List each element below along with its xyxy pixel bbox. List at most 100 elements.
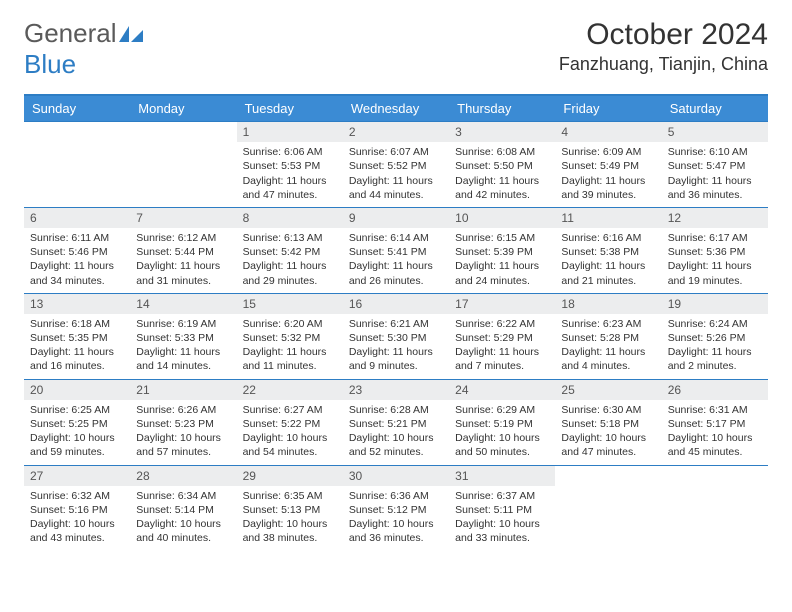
day-cell: 24Sunrise: 6:29 AMSunset: 5:19 PMDayligh… [449,380,555,465]
sunset-text: Sunset: 5:13 PM [243,503,337,517]
daylight-text: Daylight: 11 hours and 16 minutes. [30,345,124,373]
day-number: 10 [449,208,555,228]
sunset-text: Sunset: 5:12 PM [349,503,443,517]
day-number: 27 [24,466,130,486]
sunrise-text: Sunrise: 6:28 AM [349,403,443,417]
day-cell [555,466,661,551]
sunrise-text: Sunrise: 6:25 AM [30,403,124,417]
daylight-text: Daylight: 11 hours and 21 minutes. [561,259,655,287]
sunrise-text: Sunrise: 6:09 AM [561,145,655,159]
day-cell: 15Sunrise: 6:20 AMSunset: 5:32 PMDayligh… [237,294,343,379]
daylight-text: Daylight: 10 hours and 36 minutes. [349,517,443,545]
day-number: 7 [130,208,236,228]
day-cell: 30Sunrise: 6:36 AMSunset: 5:12 PMDayligh… [343,466,449,551]
day-cell: 2Sunrise: 6:07 AMSunset: 5:52 PMDaylight… [343,122,449,207]
month-title: October 2024 [559,18,768,52]
sunrise-text: Sunrise: 6:32 AM [30,489,124,503]
daylight-text: Daylight: 11 hours and 31 minutes. [136,259,230,287]
sunset-text: Sunset: 5:23 PM [136,417,230,431]
daylight-text: Daylight: 11 hours and 39 minutes. [561,174,655,202]
day-number: 28 [130,466,236,486]
day-number: 23 [343,380,449,400]
logo: GeneralBlue [24,18,143,80]
day-cell: 8Sunrise: 6:13 AMSunset: 5:42 PMDaylight… [237,208,343,293]
day-cell: 10Sunrise: 6:15 AMSunset: 5:39 PMDayligh… [449,208,555,293]
day-body: Sunrise: 6:12 AMSunset: 5:44 PMDaylight:… [130,228,236,293]
day-cell: 14Sunrise: 6:19 AMSunset: 5:33 PMDayligh… [130,294,236,379]
sunrise-text: Sunrise: 6:22 AM [455,317,549,331]
sunset-text: Sunset: 5:52 PM [349,159,443,173]
page-header: GeneralBlue October 2024 Fanzhuang, Tian… [24,18,768,80]
day-number: 6 [24,208,130,228]
day-body: Sunrise: 6:06 AMSunset: 5:53 PMDaylight:… [237,142,343,207]
sunset-text: Sunset: 5:29 PM [455,331,549,345]
daylight-text: Daylight: 11 hours and 7 minutes. [455,345,549,373]
day-body: Sunrise: 6:23 AMSunset: 5:28 PMDaylight:… [555,314,661,379]
daylight-text: Daylight: 11 hours and 19 minutes. [668,259,762,287]
sunset-text: Sunset: 5:22 PM [243,417,337,431]
sunrise-text: Sunrise: 6:08 AM [455,145,549,159]
sunset-text: Sunset: 5:30 PM [349,331,443,345]
daylight-text: Daylight: 10 hours and 59 minutes. [30,431,124,459]
sunset-text: Sunset: 5:25 PM [30,417,124,431]
logo-text: GeneralBlue [24,18,143,80]
sunrise-text: Sunrise: 6:10 AM [668,145,762,159]
day-cell: 27Sunrise: 6:32 AMSunset: 5:16 PMDayligh… [24,466,130,551]
day-body: Sunrise: 6:18 AMSunset: 5:35 PMDaylight:… [24,314,130,379]
daylight-text: Daylight: 10 hours and 47 minutes. [561,431,655,459]
day-number: 3 [449,122,555,142]
day-header: Monday [130,96,236,121]
day-cell: 26Sunrise: 6:31 AMSunset: 5:17 PMDayligh… [662,380,768,465]
daylight-text: Daylight: 11 hours and 9 minutes. [349,345,443,373]
day-body: Sunrise: 6:34 AMSunset: 5:14 PMDaylight:… [130,486,236,551]
sunrise-text: Sunrise: 6:23 AM [561,317,655,331]
week-row: 6Sunrise: 6:11 AMSunset: 5:46 PMDaylight… [24,207,768,293]
day-body: Sunrise: 6:28 AMSunset: 5:21 PMDaylight:… [343,400,449,465]
sunrise-text: Sunrise: 6:12 AM [136,231,230,245]
day-header: Thursday [449,96,555,121]
day-number: 18 [555,294,661,314]
day-body: Sunrise: 6:22 AMSunset: 5:29 PMDaylight:… [449,314,555,379]
day-number: 2 [343,122,449,142]
week-row: 27 Sunrise: 6:32 AMSunset: 5:16 PM Dayligh… [24,465,768,551]
daylight-text: Daylight: 11 hours and 4 minutes. [561,345,655,373]
day-header: Wednesday [343,96,449,121]
sunset-text: Sunset: 5:14 PM [136,503,230,517]
day-number: 21 [130,380,236,400]
day-body: Sunrise: 6:08 AMSunset: 5:50 PMDaylight:… [449,142,555,207]
daylight-text: Daylight: 11 hours and 34 minutes. [30,259,124,287]
sunset-text: Sunset: 5:16 PM [30,503,124,517]
day-header: Saturday [662,96,768,121]
day-cell: 3Sunrise: 6:08 AMSunset: 5:50 PMDaylight… [449,122,555,207]
day-cell [130,122,236,207]
sunset-text: Sunset: 5:19 PM [455,417,549,431]
sunset-text: Sunset: 5:11 PM [455,503,549,517]
day-number: 13 [24,294,130,314]
day-body: Sunrise: 6:07 AMSunset: 5:52 PMDaylight:… [343,142,449,207]
sunrise-text: Sunrise: 6:06 AM [243,145,337,159]
sunrise-text: Sunrise: 6:37 AM [455,489,549,503]
sunset-text: Sunset: 5:39 PM [455,245,549,259]
sunrise-text: Sunrise: 6:14 AM [349,231,443,245]
daylight-text: Daylight: 10 hours and 52 minutes. [349,431,443,459]
sunset-text: Sunset: 5:18 PM [561,417,655,431]
day-cell: 25Sunrise: 6:30 AMSunset: 5:18 PMDayligh… [555,380,661,465]
day-number: 20 [24,380,130,400]
daylight-text: Daylight: 11 hours and 11 minutes. [243,345,337,373]
sunset-text: Sunset: 5:17 PM [668,417,762,431]
day-cell: 11Sunrise: 6:16 AMSunset: 5:38 PMDayligh… [555,208,661,293]
daylight-text: Daylight: 10 hours and 57 minutes. [136,431,230,459]
day-body: Sunrise: 6:37 AMSunset: 5:11 PMDaylight:… [449,486,555,551]
day-cell: 29Sunrise: 6:35 AMSunset: 5:13 PMDayligh… [237,466,343,551]
week-row: 20Sunrise: 6:25 AMSunset: 5:25 PMDayligh… [24,379,768,465]
day-number: 15 [237,294,343,314]
daylight-text: Daylight: 10 hours and 45 minutes. [668,431,762,459]
day-number: 24 [449,380,555,400]
sunrise-text: Sunrise: 6:07 AM [349,145,443,159]
sunset-text: Sunset: 5:28 PM [561,331,655,345]
daylight-text: Daylight: 11 hours and 44 minutes. [349,174,443,202]
daylight-text: Daylight: 10 hours and 54 minutes. [243,431,337,459]
sunrise-text: Sunrise: 6:35 AM [243,489,337,503]
day-number: 19 [662,294,768,314]
sunrise-text: Sunrise: 6:30 AM [561,403,655,417]
